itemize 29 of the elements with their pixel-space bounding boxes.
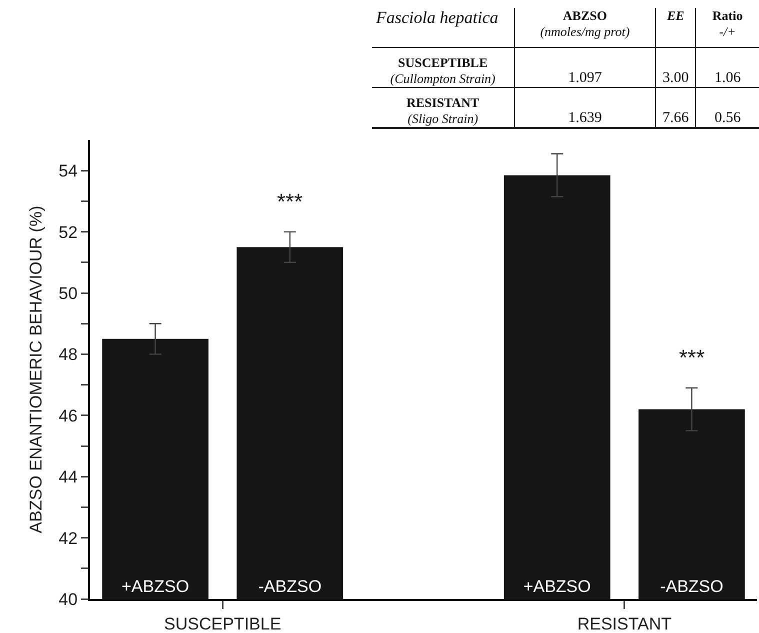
text: 0.56 [713,110,742,127]
text: Fasciola hepatica [376,8,500,28]
y-tick-label: 54 [58,162,78,181]
series-label: +ABZSO [122,577,190,596]
y-tick-label: 42 [58,528,78,548]
y-tick-label: 48 [58,345,78,364]
x-tick-label: SUSCEPTIBLE [164,614,282,633]
y-tick-label: 46 [58,406,78,426]
y-tick-label: 40 [58,590,78,609]
x-tick-label: RESISTANT [577,614,672,633]
text: SUSCEPTIBLE (Cullompton Strain) [389,55,496,87]
text: +ABZSO [523,577,591,596]
y-tick-label: 52 [58,222,78,242]
text: 7.66 [662,110,690,127]
y-tick-label: 50 [58,284,78,303]
text: Ratio -/+ [711,8,744,40]
text: EE [666,8,686,24]
annotation: *** [277,189,304,214]
text: 3.00 [662,70,690,87]
y-tick-label: 44 [58,468,78,487]
text: ABZSO (nmoles/mg prot) [539,8,631,40]
text: 1.06 [713,70,742,87]
text: 1.639 [567,110,603,127]
annotation: *** [679,345,706,370]
series-label: -ABZSO [258,577,322,596]
text: 1.097 [567,70,603,87]
text: -ABZSO [660,577,724,596]
y-axis-title: ABZSO ENANTIOMERIC BEHAVIOUR (%) [26,206,46,534]
text: RESISTANT (Sligo Strain) [405,95,480,127]
